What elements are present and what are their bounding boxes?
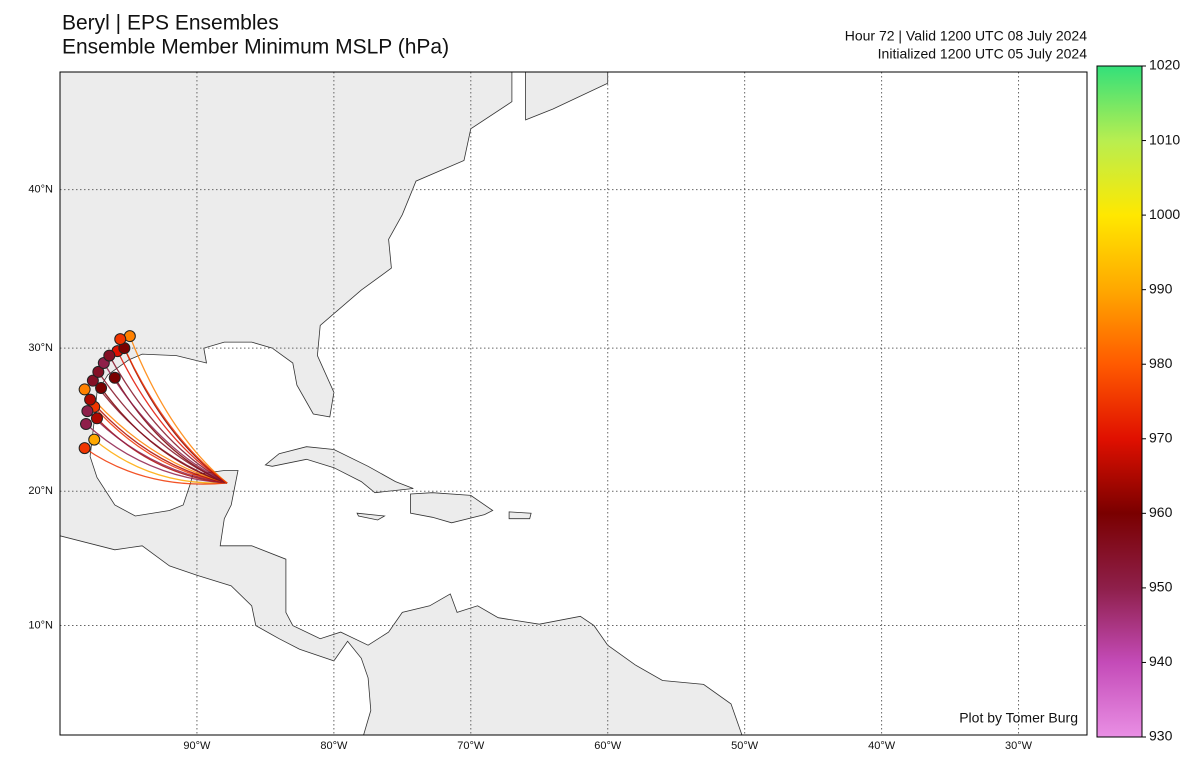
colorbar-tick-label: 950 [1149,579,1173,595]
lon-tick-label: 50°W [731,740,759,752]
lat-tick-label: 40°N [28,184,53,196]
land [356,512,386,521]
lon-tick-label: 30°W [1005,740,1033,752]
member-position [90,412,103,425]
lon-tick-label: 80°W [320,740,348,752]
lon-tick-label: 60°W [594,740,622,752]
colorbar-tick-label: 940 [1149,653,1173,669]
colorbar-tick-label: 980 [1149,355,1173,371]
member-track [93,439,228,484]
member-track [129,335,228,484]
map-frame [59,71,1088,736]
member-position [114,333,127,346]
credit: Plot by Tomer Burg [959,710,1078,726]
lon-tick-label: 40°W [868,740,896,752]
member-position [86,374,99,387]
lat-tick-label: 10°N [28,619,53,631]
lat-tick-label: 30°N [28,342,53,354]
colorbar-tick-label: 960 [1149,504,1173,520]
member-position [92,365,105,378]
member-track [85,423,228,484]
member-track [86,410,228,484]
land [60,72,743,735]
member-track [119,338,228,484]
member-position [95,381,108,394]
init-time: Initialized 1200 UTC 05 July 2024 [878,46,1088,62]
lon-tick-label: 90°W [183,740,211,752]
land [508,511,532,520]
member-position [88,433,101,446]
land [264,446,414,494]
title: Beryl | EPS Ensembles [62,12,279,35]
colorbar-tick-label: 1010 [1149,131,1180,147]
land [525,72,609,121]
colorbar-tick-label: 990 [1149,280,1173,296]
member-position [80,418,93,431]
colorbar [1096,65,1143,738]
lon-tick-label: 70°W [457,740,485,752]
subtitle: Ensemble Member Minimum MSLP (hPa) [62,36,449,59]
member-track [89,399,228,484]
member-track [84,447,228,485]
member-position [84,393,97,406]
member-position [108,371,121,384]
colorbar-tick-label: 1020 [1149,57,1180,73]
member-track [116,350,228,484]
valid-time: Hour 72 | Valid 1200 UTC 08 July 2024 [845,28,1088,44]
member-track [97,371,228,484]
colorbar-tick-label: 970 [1149,429,1173,445]
land [410,492,494,524]
colorbar-tick-label: 930 [1149,728,1173,744]
member-position [81,405,94,418]
member-track [108,355,228,484]
colorbar-tick-label: 1000 [1149,206,1180,222]
member-position [103,349,116,362]
member-track [92,380,228,484]
member-position [78,442,91,455]
lat-tick-label: 20°N [28,485,53,497]
member-position [78,383,91,396]
